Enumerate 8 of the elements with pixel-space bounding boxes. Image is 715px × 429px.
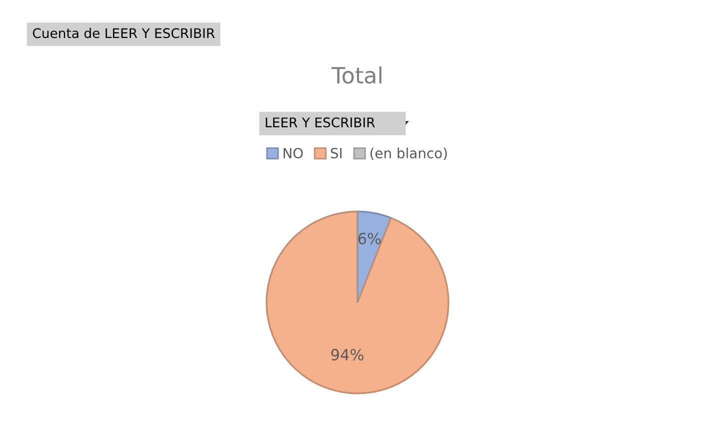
chart-title: Total bbox=[331, 66, 382, 84]
pie-slice bbox=[266, 210, 450, 394]
legend-label: SI bbox=[330, 148, 342, 158]
legend-label: NO bbox=[284, 148, 303, 158]
data-label: 94% bbox=[331, 348, 364, 360]
legend-label: (en blanco) bbox=[370, 148, 447, 160]
text: LEER Y ESCRIBIR bbox=[266, 117, 375, 128]
text: Cuenta de LEER Y ESCRIBIR bbox=[32, 28, 215, 38]
